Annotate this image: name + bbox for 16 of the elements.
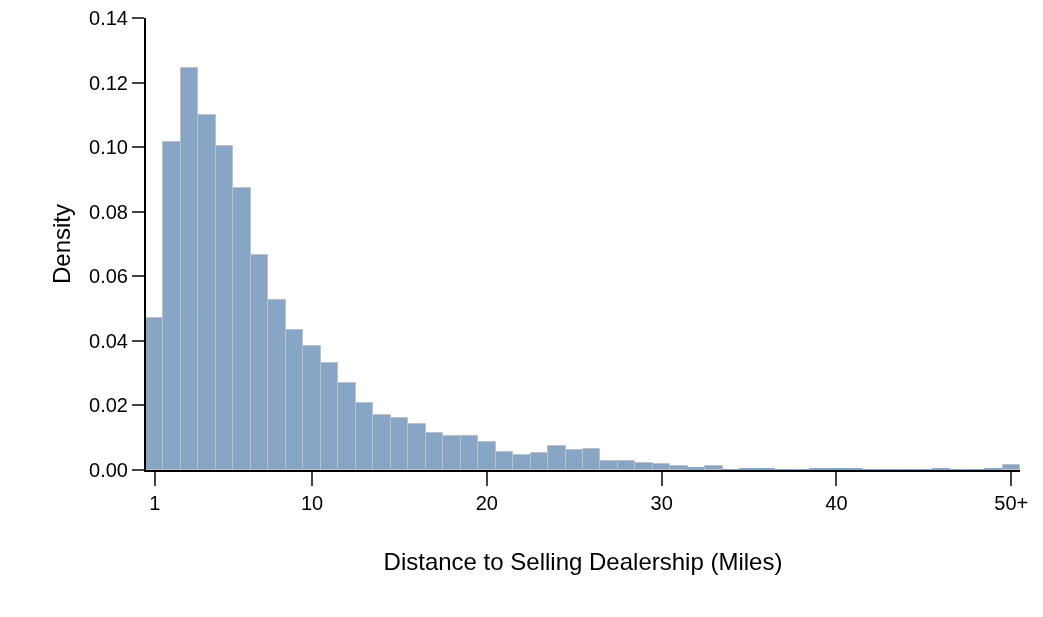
- y-tick-label: 0.04: [89, 329, 128, 352]
- y-tick-label: 0.02: [89, 394, 128, 417]
- x-axis-title: Distance to Selling Dealership (Miles): [383, 547, 783, 575]
- x-tick-label: 10: [300, 492, 324, 514]
- x-tick-label: 50+: [994, 492, 1029, 514]
- x-tick-label: 20: [475, 492, 498, 514]
- y-tick-label: 0.06: [89, 265, 128, 288]
- y-tick-label: 0.12: [89, 71, 128, 94]
- y-tick-label: 0.10: [89, 136, 128, 159]
- y-tick-label: 0.14: [89, 7, 128, 29]
- x-tick-label: 30: [650, 492, 673, 514]
- y-tick-label: 0.00: [89, 459, 128, 481]
- x-tick-label: 40: [825, 492, 848, 514]
- y-axis-title: Density: [47, 203, 75, 285]
- x-tick-label: 1: [149, 492, 161, 514]
- y-tick-label: 0.08: [89, 200, 128, 223]
